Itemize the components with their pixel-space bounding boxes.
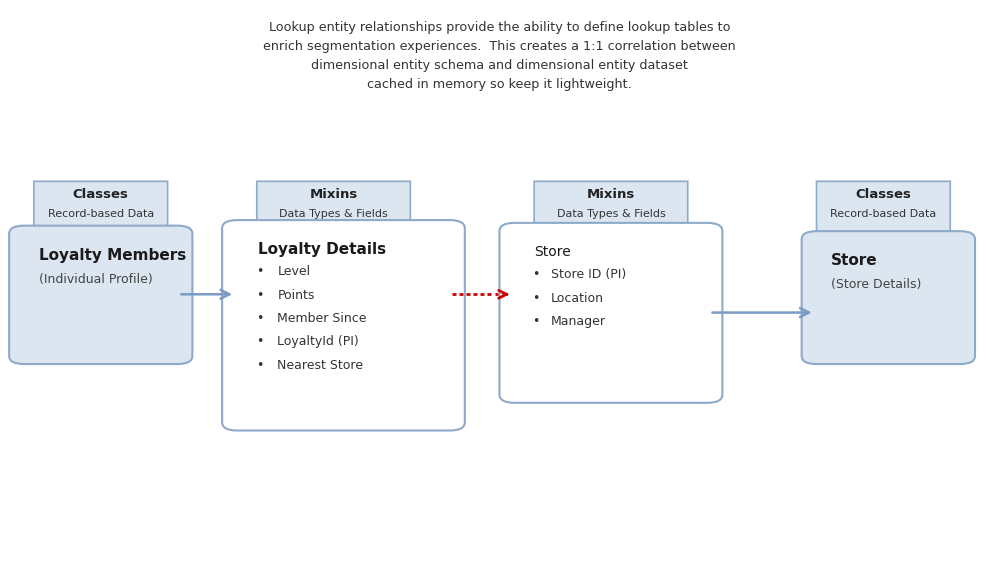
Text: Data Types & Fields: Data Types & Fields — [556, 209, 665, 219]
Polygon shape — [816, 182, 950, 270]
Text: Mixins: Mixins — [586, 188, 635, 201]
Text: Record-based Data: Record-based Data — [830, 209, 936, 219]
Text: •: • — [256, 265, 264, 279]
Text: Location: Location — [551, 292, 604, 305]
Text: Nearest Store: Nearest Store — [278, 359, 364, 371]
Text: Loyalty Members: Loyalty Members — [39, 248, 187, 263]
Text: Classes: Classes — [855, 188, 911, 201]
Polygon shape — [257, 182, 411, 270]
FancyBboxPatch shape — [801, 231, 975, 364]
Text: •: • — [256, 289, 264, 302]
Text: Store ID (PI): Store ID (PI) — [551, 268, 626, 281]
Text: Store: Store — [831, 253, 877, 268]
Text: Store: Store — [533, 245, 570, 259]
Text: Classes: Classes — [73, 188, 129, 201]
Text: •: • — [531, 315, 539, 328]
Text: Record-based Data: Record-based Data — [48, 209, 154, 219]
Text: Lookup entity relationships provide the ability to define lookup tables to
enric: Lookup entity relationships provide the … — [263, 21, 736, 91]
Text: Level: Level — [278, 265, 311, 279]
Text: •: • — [256, 359, 264, 371]
Text: Mixins: Mixins — [310, 188, 358, 201]
Text: Data Types & Fields: Data Types & Fields — [279, 209, 388, 219]
Text: Points: Points — [278, 289, 315, 302]
FancyBboxPatch shape — [500, 223, 722, 403]
Text: Member Since: Member Since — [278, 312, 367, 325]
Text: (Individual Profile): (Individual Profile) — [39, 273, 153, 285]
Text: •: • — [256, 336, 264, 348]
Text: Manager: Manager — [551, 315, 606, 328]
Text: LoyaltyId (PI): LoyaltyId (PI) — [278, 336, 360, 348]
Polygon shape — [534, 182, 687, 270]
FancyBboxPatch shape — [9, 225, 193, 364]
Text: •: • — [531, 268, 539, 281]
FancyBboxPatch shape — [222, 220, 465, 430]
Text: •: • — [256, 312, 264, 325]
Text: Loyalty Details: Loyalty Details — [259, 242, 387, 257]
Polygon shape — [34, 182, 168, 270]
Text: •: • — [531, 292, 539, 305]
Text: (Store Details): (Store Details) — [831, 278, 921, 291]
